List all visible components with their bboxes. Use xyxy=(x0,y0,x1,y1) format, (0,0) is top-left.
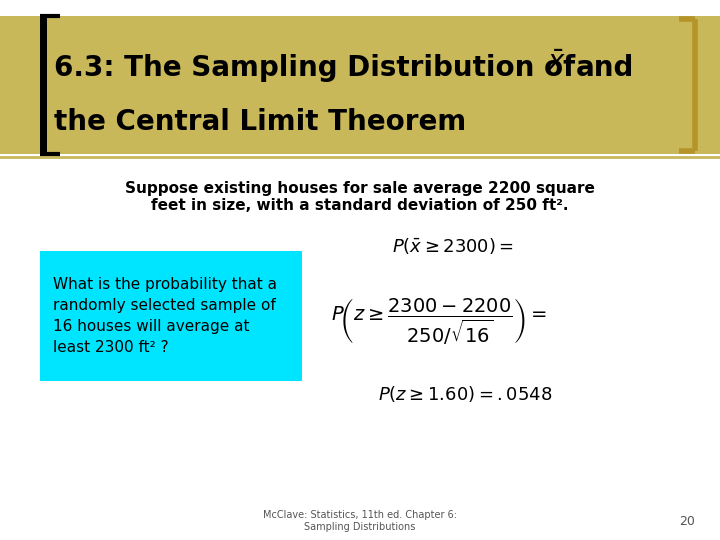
Text: $P(z \geq 1.60) = .0548$: $P(z \geq 1.60) = .0548$ xyxy=(378,384,552,404)
Text: 20: 20 xyxy=(679,515,695,528)
Text: and: and xyxy=(576,53,634,82)
Bar xyxy=(40,251,302,381)
Text: $P\!\left( z \geq \dfrac{2300 - 2200}{250/\sqrt{16}} \right) = $: $P\!\left( z \geq \dfrac{2300 - 2200}{25… xyxy=(331,296,547,346)
Text: McClave: Statistics, 11th ed. Chapter 6:
Sampling Distributions: McClave: Statistics, 11th ed. Chapter 6:… xyxy=(263,510,457,532)
Text: the Central Limit Theorem: the Central Limit Theorem xyxy=(54,107,467,136)
Bar xyxy=(40,16,47,154)
Text: What is the probability that a
randomly selected sample of
16 houses will averag: What is the probability that a randomly … xyxy=(53,277,276,355)
Text: Suppose existing houses for sale average 2200 square
feet in size, with a standa: Suppose existing houses for sale average… xyxy=(125,181,595,213)
Text: $\bar{x}$: $\bar{x}$ xyxy=(547,49,567,77)
Text: 6.3: The Sampling Distribution of: 6.3: The Sampling Distribution of xyxy=(54,53,585,82)
Bar xyxy=(0,16,720,154)
Text: $P(\bar{x} \geq 2300) = $: $P(\bar{x} \geq 2300) = $ xyxy=(392,235,515,256)
